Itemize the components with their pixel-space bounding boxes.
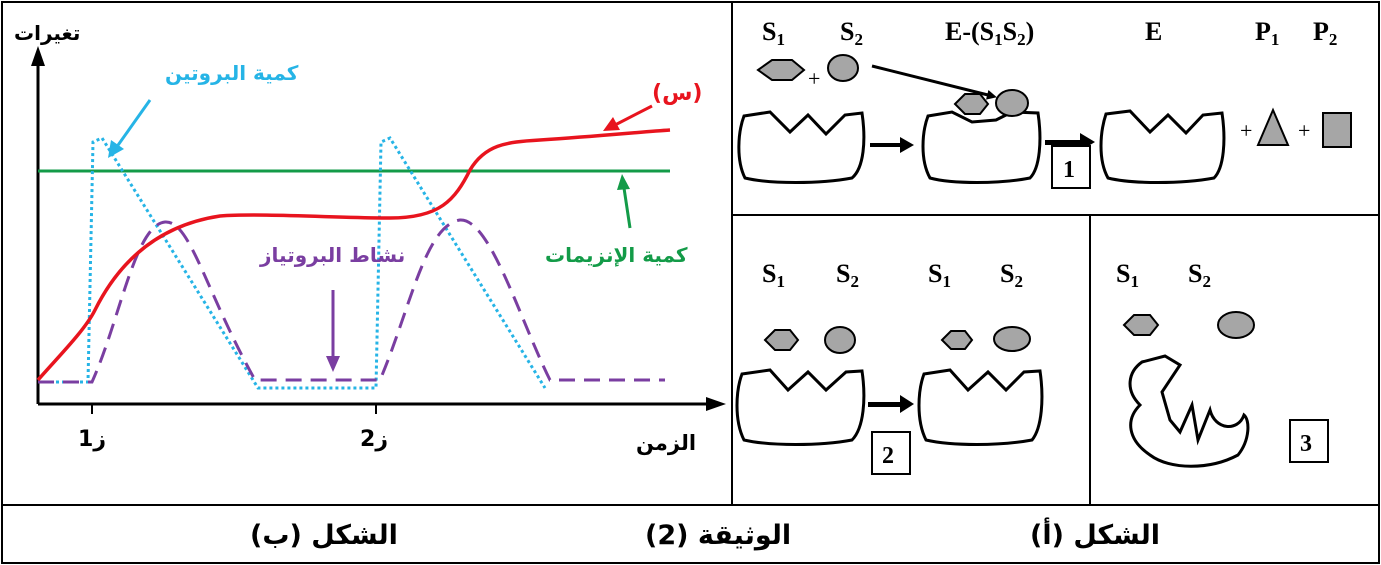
label-s: (س) <box>652 81 702 106</box>
x-axis-label: الزمن <box>636 431 696 455</box>
tick-z1: ز1 <box>78 427 106 452</box>
x-axis-arrow <box>706 397 726 411</box>
y-axis-arrow <box>31 46 45 66</box>
top-s2: S2 <box>840 17 863 49</box>
protein-amount-curve <box>38 136 547 390</box>
label-box-1 <box>1051 145 1091 189</box>
figure-a-top: S1 S2 E-(S1S2) E P1 P2 + 1 + + <box>737 17 1352 189</box>
y-axis-label: تغيرات <box>14 21 80 45</box>
tick-z2: ز2 <box>360 427 388 452</box>
top-s1: S1 <box>762 17 785 49</box>
label-box-3 <box>1289 419 1329 463</box>
top-p2: P2 <box>1313 17 1337 49</box>
free-enzyme-shape <box>1099 109 1226 184</box>
enzyme-shape <box>737 110 866 184</box>
top-complex: E-(S1S2) <box>945 17 1034 49</box>
svg-text:+: + <box>808 66 820 91</box>
complex-enzyme-shape <box>921 110 1042 184</box>
arrow-protein-amount <box>114 99 152 149</box>
figure-a-bottom-right: S1 S2 3 <box>1116 259 1329 468</box>
box-1-number: 1 <box>1063 157 1075 183</box>
svg-text:S2: S2 <box>1000 259 1023 291</box>
enzyme-shape-2a <box>735 368 866 446</box>
circle-substrate <box>827 54 859 82</box>
triangle-product <box>1256 107 1290 146</box>
rect-product <box>1322 112 1352 148</box>
label-box-2 <box>871 431 911 475</box>
s-curve <box>36 128 671 382</box>
box-3-number: 3 <box>1300 431 1312 457</box>
graph-b: تغيرات الزمن ز1 ز2 كمية البروتين (س) نشا… <box>14 21 726 455</box>
top-p1: P1 <box>1255 17 1279 49</box>
svg-text:S1: S1 <box>1116 259 1139 291</box>
arrow-s <box>614 104 653 127</box>
box-2-number: 2 <box>882 443 894 469</box>
svg-text:S2: S2 <box>1188 259 1211 291</box>
caption-figure-b: الشكل (ب) <box>250 520 398 551</box>
label-protein-amount: كمية البروتين <box>165 61 299 85</box>
label-enzyme-amount: كمية الإنزيمات <box>545 243 688 267</box>
enzyme-shape-2b <box>917 368 1044 446</box>
svg-text:S1: S1 <box>762 259 785 291</box>
top-enzyme: E <box>1145 17 1162 46</box>
svg-text:+: + <box>1298 118 1310 143</box>
svg-text:+: + <box>1240 118 1252 143</box>
label-protease-activity: نشاط البروتياز <box>259 243 405 267</box>
svg-text:S1: S1 <box>928 259 951 291</box>
arrow-enzyme-amount <box>622 187 632 229</box>
caption-document: الوثيقة (2) <box>645 520 792 551</box>
denatured-enzyme-shape <box>1128 354 1250 468</box>
svg-text:S2: S2 <box>836 259 859 291</box>
caption-figure-a: الشكل (أ) <box>1030 520 1161 551</box>
hexagon-substrate <box>756 59 806 81</box>
figure-a-bottom-left: S1 S2 S1 S2 2 <box>735 259 1044 475</box>
